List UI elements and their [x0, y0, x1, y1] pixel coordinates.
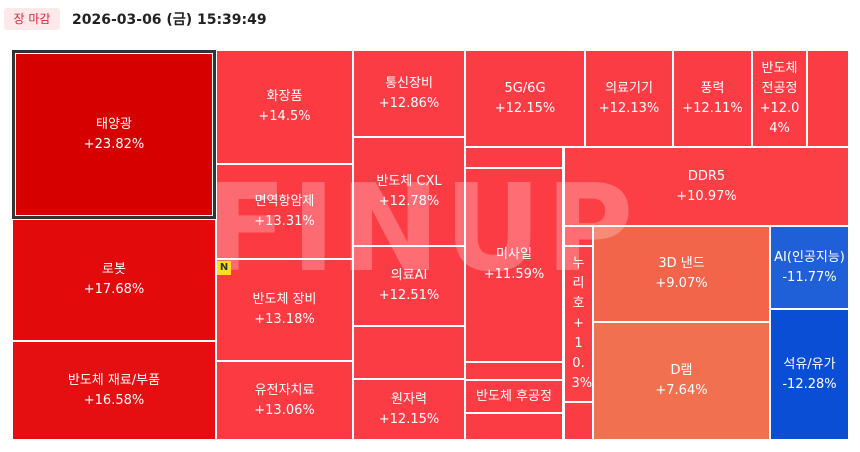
- tile-name: 반도체 후공정: [476, 388, 552, 404]
- tile-name: DDR5: [687, 168, 726, 184]
- tile: 반도체 재료/부품 +16.58%: [12, 341, 216, 440]
- tile-name: 3D 낸드: [658, 256, 705, 271]
- tile: 의료AI +12.51%: [353, 246, 465, 326]
- tile-name: 반도체 CXL: [376, 173, 442, 189]
- tile-change: +12.78%: [378, 193, 440, 209]
- tile-name: 로봇: [102, 262, 126, 277]
- tile: 미사일 +11.59%: [465, 168, 563, 362]
- new-badge: N: [217, 261, 231, 275]
- tile-name: 반도체 장비: [252, 292, 317, 307]
- tile: AI(인공지능) -11.77%: [770, 226, 849, 309]
- tile: [353, 326, 465, 379]
- tile: 태양광 +23.82%: [12, 50, 216, 219]
- tile-change: +10.97%: [676, 188, 737, 204]
- tile-name: 유전자치료: [254, 382, 315, 398]
- tile: DDR5 +10.97%: [564, 147, 849, 226]
- tile: [465, 147, 563, 168]
- tile-change: +16.58%: [83, 392, 145, 408]
- tile-change: +12.15%: [494, 100, 556, 116]
- tile: D램 +7.64%: [593, 322, 770, 440]
- tile: [564, 226, 593, 246]
- tile: 석유/유가 -12.28%: [770, 309, 849, 440]
- tile-name: 석유/유가: [783, 356, 836, 372]
- tile-change: -12.28%: [782, 376, 837, 392]
- status-badge: 장 마감: [4, 8, 60, 30]
- tile-change: +12.13%: [598, 100, 660, 116]
- tile-name: AI(인공지능): [774, 249, 845, 265]
- tile-name: 면역항암제: [254, 193, 315, 209]
- tile-name: 화장품: [266, 89, 303, 104]
- tile-change: +10.3%: [571, 316, 593, 391]
- tile: [564, 402, 593, 440]
- tile-name: 누리호: [572, 256, 585, 311]
- tile-change: +13.31%: [254, 213, 315, 229]
- tile: 유전자치료 +13.06%: [216, 361, 353, 440]
- tile-name: 반도체 전공정: [761, 60, 798, 96]
- tile: [465, 413, 563, 440]
- tile-change: +12.86%: [378, 95, 440, 111]
- tile-change: +12.15%: [378, 411, 440, 427]
- tile-name: 통신장비: [385, 75, 433, 91]
- tile-change: +7.64%: [655, 383, 708, 398]
- tile: 화장품 +14.5%: [216, 50, 353, 164]
- tile-change: -11.77%: [782, 269, 837, 285]
- tile-name: 태양광: [96, 116, 132, 132]
- tile-name: D램: [670, 363, 693, 378]
- tile: 의료기기 +12.13%: [585, 50, 673, 147]
- tile-name: 5G/6G: [504, 80, 546, 96]
- tile: 로봇 +17.68%: [12, 219, 216, 341]
- tile-change: +17.68%: [83, 282, 145, 297]
- tile-name: 반도체 재료/부품: [67, 372, 161, 388]
- tile: 반도체 장비 +13.18%: [216, 259, 353, 361]
- tile-change: +11.59%: [483, 267, 545, 282]
- tile-name: 의료AI: [390, 268, 428, 283]
- tile-name: 원자력: [391, 391, 427, 407]
- tile: 풍력 +12.11%: [673, 50, 752, 147]
- datetime: 2026-03-06 (금) 15:39:49: [72, 12, 267, 28]
- tile-name: 미사일: [496, 247, 532, 262]
- tile-name: 의료기기: [605, 80, 653, 96]
- tile: 반도체 후공정: [465, 380, 563, 413]
- tile-name: 풍력: [700, 80, 725, 96]
- tile: 3D 낸드 +9.07%: [593, 226, 770, 322]
- tile: 원자력 +12.15%: [353, 379, 465, 440]
- tile: 5G/6G +12.15%: [465, 50, 585, 147]
- tile-change: +12.51%: [378, 288, 440, 303]
- tile-change: +12.11%: [682, 100, 743, 116]
- tile: 반도체 전공정 +12.04%: [752, 50, 807, 147]
- tile-change: +13.06%: [254, 402, 315, 418]
- tile-change: +12.04%: [759, 100, 800, 136]
- tile: [807, 50, 849, 147]
- tile-change: +13.18%: [254, 312, 315, 327]
- tile: 통신장비 +12.86%: [353, 50, 465, 137]
- tile-change: +23.82%: [83, 136, 145, 152]
- tile: [465, 362, 563, 380]
- tile: 반도체 CXL +12.78%: [353, 137, 465, 246]
- tile: 면역항암제 +13.31%: [216, 164, 353, 259]
- tile-change: +14.5%: [258, 109, 311, 124]
- tile-change: +9.07%: [655, 276, 708, 291]
- tile: 누리호 +10.3%: [564, 246, 593, 402]
